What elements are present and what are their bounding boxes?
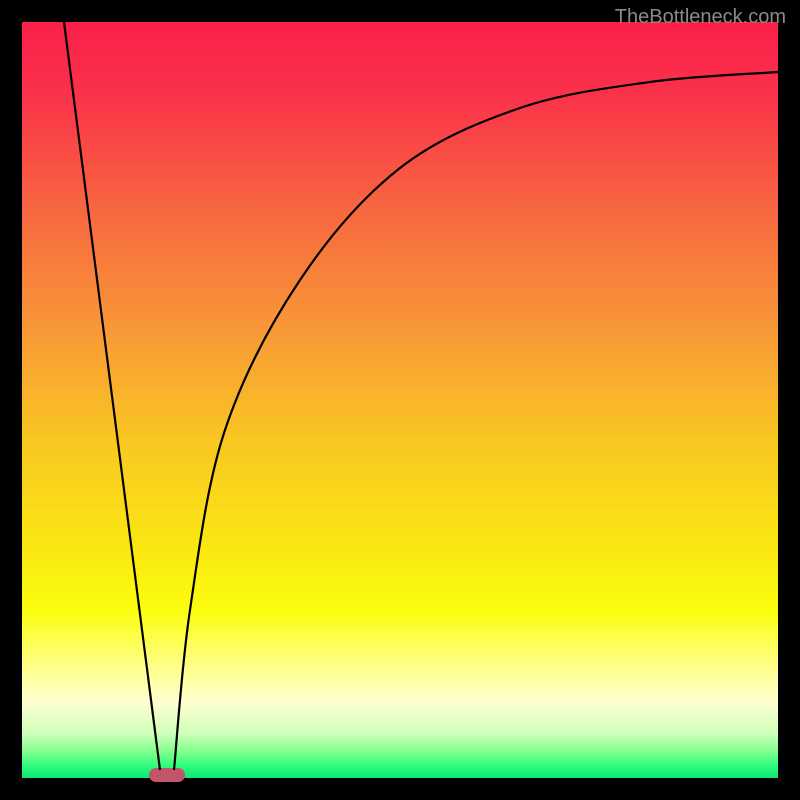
- watermark-text: TheBottleneck.com: [615, 6, 786, 29]
- bottleneck-chart: [0, 0, 800, 800]
- chart-background: [22, 22, 778, 778]
- bottleneck-marker: [149, 768, 185, 782]
- chart-container: TheBottleneck.com: [0, 0, 800, 800]
